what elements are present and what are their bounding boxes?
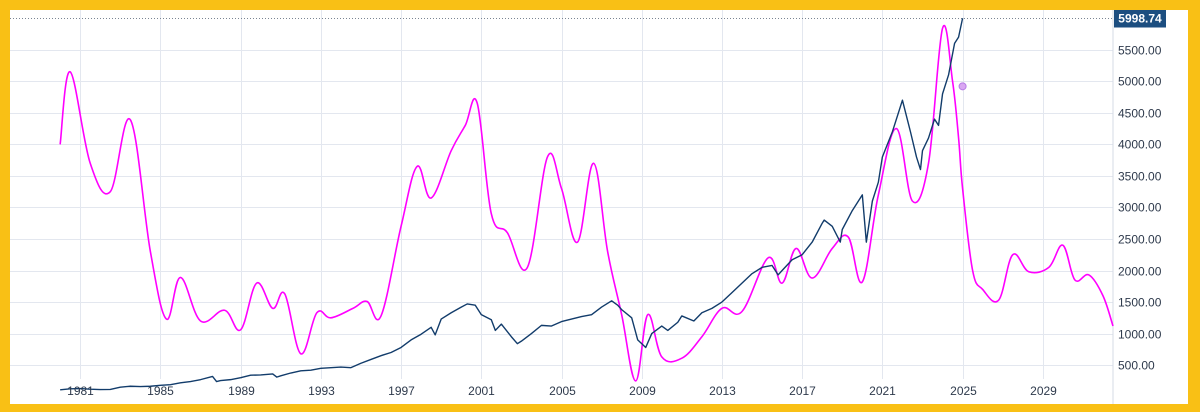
x-tick-label: 2005 <box>549 384 576 398</box>
index-series-line[interactable] <box>60 18 964 391</box>
x-tick-label: 2009 <box>629 384 656 398</box>
y-tick-label: 3000.00 <box>1118 201 1162 215</box>
y-tick-label: 3500.00 <box>1118 170 1162 184</box>
line-chart[interactable]: 1981 1985 1989 1993 1997 2001 2005 2009 2013 2017… <box>10 10 1188 404</box>
y-tick-label: 2000.00 <box>1118 265 1162 279</box>
x-tick-label: 2001 <box>468 384 495 398</box>
last-value-badge-text: 5998.74 <box>1118 12 1162 26</box>
y-tick-label: 4000.00 <box>1118 138 1162 152</box>
x-tick-label: 1981 <box>67 384 94 398</box>
projection-marker-point[interactable] <box>958 82 967 91</box>
chart-frame: 1981 1985 1989 1993 1997 2001 2005 2009 2013 2017… <box>10 10 1188 404</box>
x-tick-label: 2025 <box>950 384 977 398</box>
x-tick-label: 1997 <box>388 384 415 398</box>
y-tick-label: 1000.00 <box>1118 328 1162 342</box>
y-tick-label: 5000.00 <box>1118 75 1162 89</box>
x-tick-label: 2029 <box>1030 384 1057 398</box>
x-tick-label: 1985 <box>147 384 174 398</box>
y-tick-label: 2500.00 <box>1118 233 1162 247</box>
x-tick-label: 2017 <box>789 384 816 398</box>
y-tick-label: 4500.00 <box>1118 107 1162 121</box>
x-tick-label: 1989 <box>228 384 255 398</box>
x-tick-label: 2013 <box>709 384 736 398</box>
last-value-badge <box>1114 10 1166 28</box>
y-tick-label: 5500.00 <box>1118 44 1162 58</box>
y-tick-label: 500.00 <box>1118 359 1155 373</box>
x-tick-label: 1993 <box>308 384 335 398</box>
x-tick-label: 2021 <box>869 384 896 398</box>
projection-series-line[interactable] <box>59 24 1114 382</box>
y-tick-label: 1500.00 <box>1118 296 1162 310</box>
